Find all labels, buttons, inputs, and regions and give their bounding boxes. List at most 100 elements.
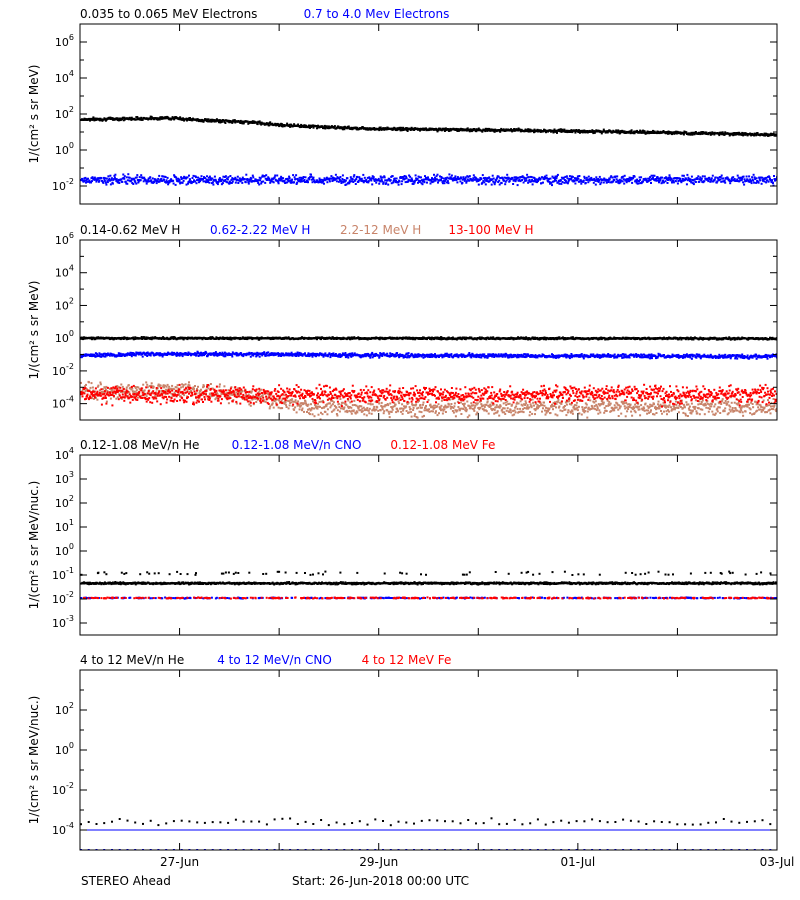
data-point xyxy=(641,131,644,134)
data-point xyxy=(319,179,321,182)
data-point xyxy=(138,176,141,179)
data-point xyxy=(221,178,224,181)
data-point xyxy=(425,176,427,179)
data-point xyxy=(659,179,661,182)
data-point xyxy=(434,353,436,356)
data-point xyxy=(367,353,370,356)
data-point xyxy=(491,174,494,177)
data-point xyxy=(728,178,731,181)
data-point xyxy=(276,179,279,182)
data-point xyxy=(276,353,279,356)
data-point xyxy=(228,182,231,185)
data-point xyxy=(590,176,593,179)
data-point xyxy=(332,352,335,355)
data-point xyxy=(231,180,234,183)
data-point xyxy=(551,175,554,178)
data-point xyxy=(436,173,439,176)
data-point xyxy=(343,354,346,357)
data-point xyxy=(108,354,111,357)
data-point xyxy=(607,181,610,183)
data-point xyxy=(427,176,429,179)
data-point xyxy=(100,355,103,358)
data-point xyxy=(137,180,140,183)
data-point xyxy=(395,355,398,358)
data-point xyxy=(687,133,690,136)
data-point xyxy=(189,117,191,119)
data-point xyxy=(697,133,700,135)
data-point xyxy=(159,352,162,355)
data-point xyxy=(662,179,664,182)
data-point xyxy=(280,352,283,355)
data-point xyxy=(414,338,417,341)
data-point xyxy=(346,127,349,130)
data-point xyxy=(576,179,579,182)
data-point xyxy=(88,117,90,120)
data-point xyxy=(477,183,480,186)
data-point xyxy=(352,175,355,178)
data-point xyxy=(323,124,326,127)
data-point xyxy=(236,175,239,178)
data-point xyxy=(108,177,111,180)
data-point xyxy=(267,351,270,354)
data-point xyxy=(272,181,275,184)
data-point xyxy=(481,181,484,184)
data-point xyxy=(187,351,190,354)
data-point xyxy=(425,127,427,130)
data-point xyxy=(718,134,721,137)
data-point xyxy=(388,178,391,180)
data-point xyxy=(582,179,585,182)
data-point xyxy=(618,178,621,181)
data-point xyxy=(409,129,412,131)
data-point xyxy=(406,127,409,130)
data-point xyxy=(312,352,314,355)
data-point xyxy=(295,355,298,357)
data-point xyxy=(166,354,169,356)
data-point xyxy=(217,181,220,183)
data-point xyxy=(153,181,156,184)
data-point xyxy=(383,175,386,178)
data-point xyxy=(499,177,502,179)
data-point xyxy=(437,181,439,184)
data-point xyxy=(483,178,486,181)
data-point xyxy=(578,180,581,183)
data-point xyxy=(675,132,678,135)
data-point xyxy=(694,131,697,133)
data-point xyxy=(710,177,713,180)
data-point xyxy=(338,179,341,181)
data-point xyxy=(224,122,227,124)
data-point xyxy=(195,353,198,356)
data-point xyxy=(186,352,189,355)
data-point xyxy=(277,182,280,185)
data-point xyxy=(111,182,114,185)
data-point xyxy=(140,174,143,177)
data-point xyxy=(492,129,495,131)
data-point xyxy=(528,178,531,181)
data-point xyxy=(377,354,380,357)
data-point xyxy=(231,355,234,358)
data-point xyxy=(615,180,618,183)
data-point xyxy=(613,179,616,182)
data-point xyxy=(370,177,373,180)
data-point xyxy=(442,177,445,180)
data-point xyxy=(558,130,561,133)
data-point xyxy=(208,181,211,184)
data-point xyxy=(526,173,529,176)
data-point xyxy=(447,182,450,185)
data-point xyxy=(638,176,641,179)
data-point xyxy=(384,179,387,182)
data-point xyxy=(201,354,203,357)
data-point xyxy=(154,178,157,181)
data-point xyxy=(741,177,744,180)
legend-2-4: 13-100 MeV H xyxy=(448,223,533,237)
data-point xyxy=(180,176,183,179)
data-point xyxy=(456,130,459,132)
data-point xyxy=(400,177,403,179)
data-point xyxy=(279,353,282,356)
data-point xyxy=(556,173,559,176)
data-point xyxy=(577,131,580,133)
data-point xyxy=(489,129,492,132)
data-point xyxy=(307,352,310,355)
data-point xyxy=(680,338,683,341)
data-point xyxy=(485,338,488,341)
data-point xyxy=(289,125,292,128)
